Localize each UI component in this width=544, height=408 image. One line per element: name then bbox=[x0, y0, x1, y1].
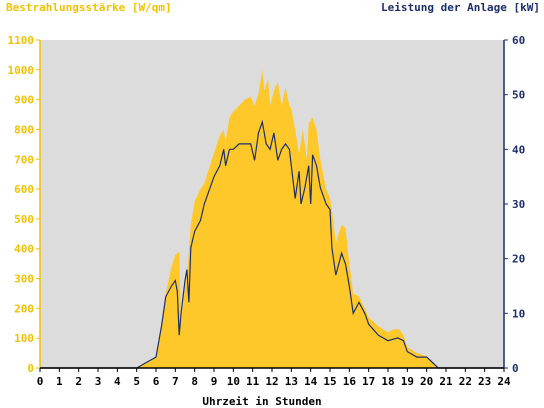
x-tick-label: 15 bbox=[323, 375, 336, 388]
x-tick-label: 9 bbox=[211, 375, 218, 388]
x-tick-label: 19 bbox=[401, 375, 414, 388]
x-tick-label: 14 bbox=[304, 375, 318, 388]
left-tick-label: 600 bbox=[14, 183, 34, 196]
left-tick-label: 900 bbox=[14, 94, 34, 107]
right-tick-label: 20 bbox=[512, 253, 525, 266]
x-tick-label: 18 bbox=[381, 375, 394, 388]
x-tick-label: 4 bbox=[114, 375, 121, 388]
x-tick-label: 0 bbox=[37, 375, 44, 388]
x-tick-label: 21 bbox=[439, 375, 453, 388]
x-tick-label: 3 bbox=[95, 375, 102, 388]
right-tick-label: 30 bbox=[512, 198, 525, 211]
x-tick-label: 5 bbox=[133, 375, 140, 388]
x-tick-label: 22 bbox=[459, 375, 472, 388]
left-tick-label: 1000 bbox=[8, 64, 35, 77]
left-tick-label: 400 bbox=[14, 243, 34, 256]
power-line bbox=[40, 119, 504, 369]
x-tick-label: 1 bbox=[56, 375, 63, 388]
x-tick-label: 13 bbox=[285, 375, 298, 388]
left-tick-label: 1100 bbox=[8, 34, 35, 47]
x-tick-label: 24 bbox=[497, 375, 511, 388]
x-tick-label: 7 bbox=[172, 375, 179, 388]
left-tick-label: 200 bbox=[14, 302, 34, 315]
irradiance-area bbox=[40, 69, 504, 369]
x-tick-label: 20 bbox=[420, 375, 433, 388]
x-axis-title: Uhrzeit in Stunden bbox=[202, 395, 321, 408]
right-axis-title: Leistung der Anlage [kW] bbox=[381, 1, 540, 14]
x-tick-label: 11 bbox=[246, 375, 260, 388]
x-tick-label: 2 bbox=[75, 375, 82, 388]
right-tick-label: 40 bbox=[512, 143, 525, 156]
left-tick-label: 500 bbox=[14, 213, 34, 226]
x-tick-label: 12 bbox=[265, 375, 278, 388]
right-tick-label: 50 bbox=[512, 89, 525, 102]
left-tick-label: 800 bbox=[14, 123, 34, 136]
x-tick-label: 23 bbox=[478, 375, 491, 388]
right-tick-label: 60 bbox=[512, 34, 525, 47]
left-tick-label: 300 bbox=[14, 273, 34, 286]
right-tick-label: 10 bbox=[512, 307, 525, 320]
right-tick-label: 0 bbox=[512, 362, 519, 375]
x-tick-label: 8 bbox=[191, 375, 198, 388]
left-tick-label: 0 bbox=[27, 362, 34, 375]
series-layer bbox=[40, 69, 504, 369]
x-tick-label: 10 bbox=[227, 375, 240, 388]
x-tick-label: 17 bbox=[362, 375, 375, 388]
left-tick-label: 700 bbox=[14, 153, 34, 166]
left-tick-label: 100 bbox=[14, 332, 34, 345]
left-axis-title: Bestrahlungsstärke [W/qm] bbox=[6, 1, 172, 14]
axes-layer: 0100200300400500600700800900100011000102… bbox=[8, 34, 526, 388]
x-tick-label: 16 bbox=[343, 375, 357, 388]
x-tick-label: 6 bbox=[153, 375, 160, 388]
